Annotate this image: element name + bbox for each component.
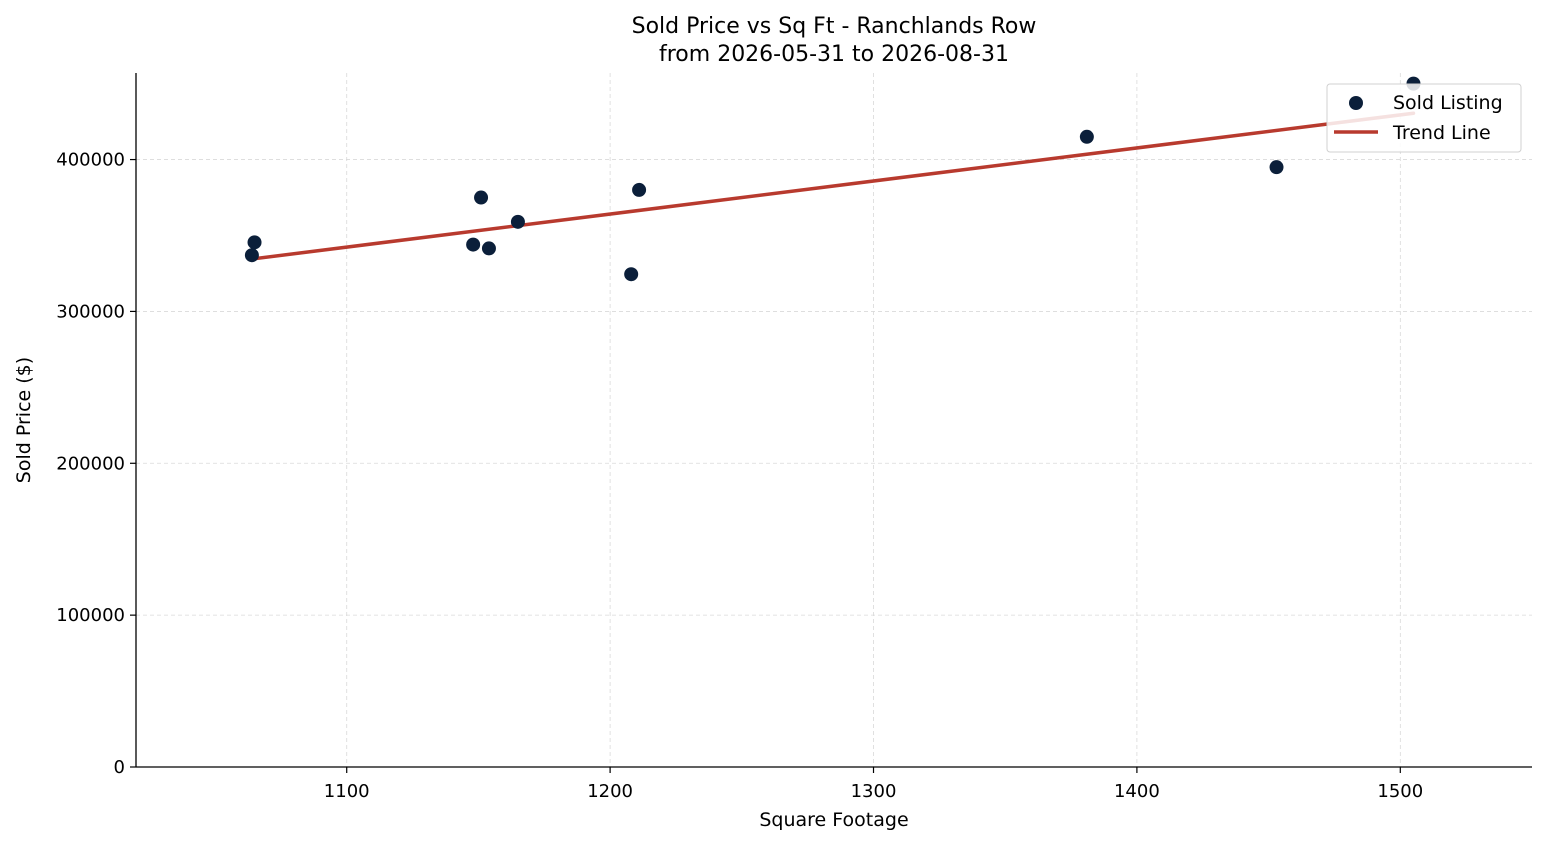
data-point [624, 267, 639, 282]
data-point [466, 237, 481, 252]
data-point [510, 214, 525, 229]
legend: Sold Listing Trend Line [1326, 83, 1522, 153]
tick-marks: 1100 1200 1300 1400 1500 0 100000 200000 300000 4… [56, 150, 1423, 802]
x-axis-label: Square Footage [759, 809, 908, 831]
y-tick-label: 100000 [56, 605, 125, 626]
y-tick-label: 400000 [56, 150, 125, 171]
legend-box [1326, 83, 1522, 153]
data-point [481, 241, 496, 256]
grid-lines [136, 73, 1532, 767]
y-tick-label: 0 [114, 757, 125, 778]
x-tick-label: 1400 [1114, 781, 1160, 802]
data-point [474, 190, 489, 205]
data-point [247, 235, 262, 250]
x-tick-label: 1200 [587, 781, 633, 802]
axes [135, 73, 1532, 768]
trend-line [250, 111, 1416, 261]
legend-label-sold-listing: Sold Listing [1393, 92, 1503, 114]
points-layer [244, 76, 1421, 282]
y-tick-label: 200000 [56, 453, 125, 474]
chart-title: Sold Price vs Sq Ft - Ranchlands Row [632, 14, 1037, 39]
x-tick-label: 1500 [1377, 781, 1423, 802]
x-tick-label: 1100 [324, 781, 370, 802]
data-point [1079, 129, 1094, 144]
y-axis-label: Sold Price ($) [13, 357, 35, 483]
data-point [1269, 160, 1284, 175]
trend-line-layer [250, 111, 1416, 261]
x-tick-label: 1300 [851, 781, 897, 802]
data-point [244, 248, 259, 263]
chart-subtitle: from 2026-05-31 to 2026-08-31 [659, 42, 1009, 67]
legend-label-trend-line: Trend Line [1392, 122, 1491, 144]
legend-marker-sold-listing [1349, 96, 1363, 110]
data-point [632, 182, 647, 197]
y-tick-label: 300000 [56, 301, 125, 322]
